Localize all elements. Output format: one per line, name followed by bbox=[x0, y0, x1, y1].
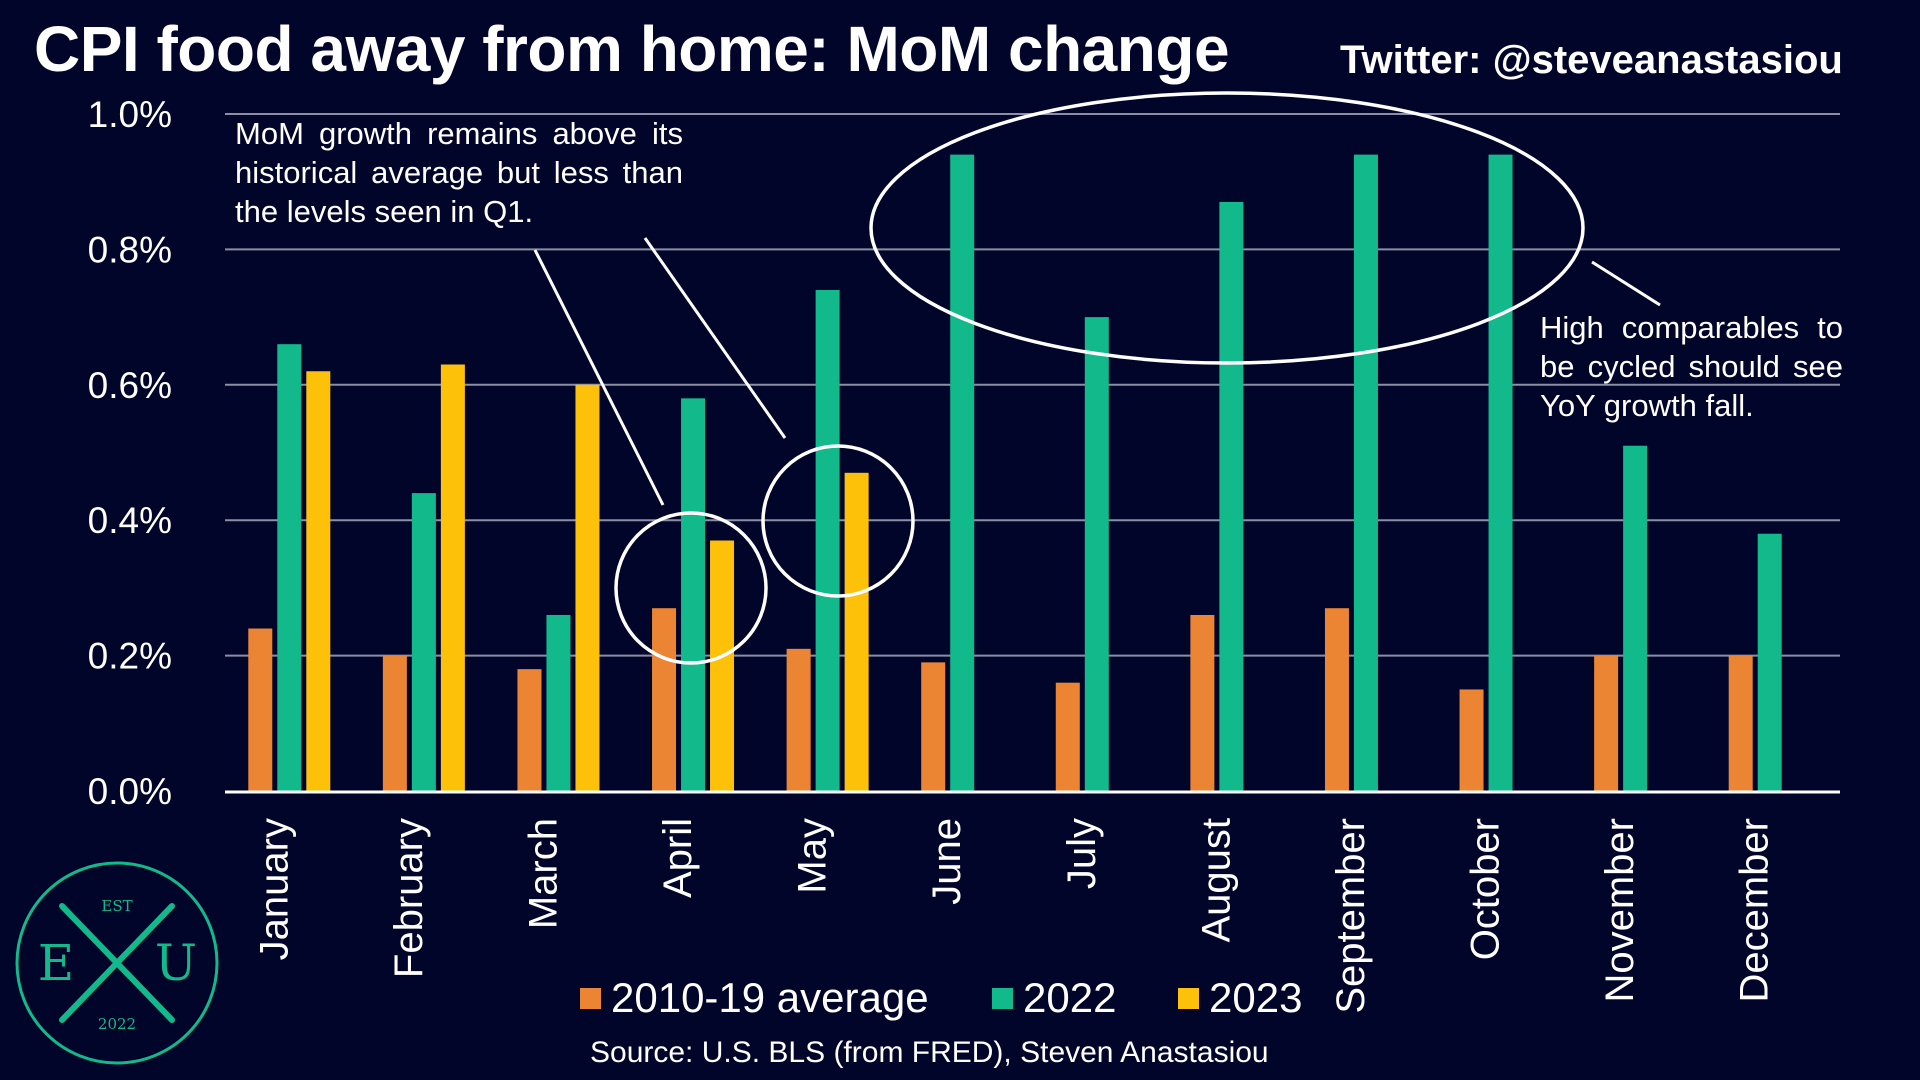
bar-avg-december bbox=[1728, 655, 1753, 791]
page-title: CPI food away from home: MoM change bbox=[34, 13, 1230, 85]
bar-2022-march bbox=[546, 614, 571, 791]
bar-2022-november bbox=[1623, 445, 1648, 791]
bar-avg-march bbox=[517, 669, 542, 791]
legend-label-2023: 2023 bbox=[1209, 974, 1303, 1021]
bar-2022-july bbox=[1084, 317, 1109, 791]
x-tick-label: October bbox=[1464, 818, 1508, 960]
pointer-line-april bbox=[533, 249, 665, 506]
bar-2023-february bbox=[440, 364, 465, 791]
bar-avg-april bbox=[652, 608, 677, 791]
y-tick-label: 0.0% bbox=[88, 771, 172, 812]
legend-swatch-2023 bbox=[1178, 988, 1199, 1009]
logo-right-letter: U bbox=[155, 934, 197, 992]
logo-emblem: EST E U 2022 bbox=[15, 861, 219, 1065]
legend-label-avg: 2010-19 average bbox=[611, 974, 929, 1021]
legend-swatch-2022 bbox=[992, 988, 1013, 1009]
bar-avg-january bbox=[248, 628, 273, 791]
x-tick-label: August bbox=[1194, 818, 1238, 943]
y-tick-label: 1.0% bbox=[88, 94, 172, 135]
bar-2023-march bbox=[575, 384, 600, 791]
logo-ring bbox=[15, 861, 219, 1065]
annotation-circle-may bbox=[761, 444, 915, 598]
logo-top-text: EST bbox=[101, 897, 132, 915]
annotation-left-note: MoM growth remains above its historical … bbox=[235, 116, 683, 229]
bar-2023-january bbox=[306, 371, 331, 791]
x-tick-label: February bbox=[387, 818, 431, 978]
x-tick-label: January bbox=[252, 818, 296, 960]
bar-avg-february bbox=[382, 655, 407, 791]
y-tick-label: 0.4% bbox=[88, 500, 172, 541]
legend-swatch-avg bbox=[580, 988, 601, 1009]
legend-label-2022: 2022 bbox=[1023, 974, 1117, 1021]
bar-avg-august bbox=[1190, 614, 1215, 791]
x-tick-label: May bbox=[791, 818, 835, 894]
bar-2022-january bbox=[277, 344, 302, 791]
logo-left-letter: E bbox=[38, 934, 75, 992]
x-tick-label: March bbox=[521, 818, 565, 929]
annotation-circle-april bbox=[614, 511, 768, 665]
logo-cross-line-2 bbox=[59, 903, 175, 1023]
y-tick-label: 0.2% bbox=[88, 636, 172, 677]
y-tick-label: 0.6% bbox=[88, 365, 172, 406]
bar-avg-september bbox=[1324, 608, 1349, 791]
bar-avg-november bbox=[1594, 655, 1619, 791]
bar-2022-may bbox=[815, 290, 840, 791]
bar-avg-june bbox=[921, 662, 946, 791]
pointer-line-may bbox=[643, 237, 787, 439]
source-note: Source: U.S. BLS (from FRED), Steven Ana… bbox=[590, 1036, 1269, 1069]
x-tick-label: June bbox=[925, 818, 969, 905]
bar-2022-april bbox=[681, 398, 706, 791]
logo-bottom-text: 2022 bbox=[98, 1015, 136, 1033]
bar-2022-june bbox=[950, 154, 975, 791]
bar-2022-august bbox=[1219, 202, 1244, 791]
x-tick-label: July bbox=[1060, 818, 1104, 889]
bar-2022-october bbox=[1488, 154, 1513, 791]
x-tick-label: April bbox=[656, 818, 700, 898]
annotation-big-ellipse bbox=[869, 91, 1585, 365]
bar-2023-april bbox=[710, 540, 735, 791]
y-tick-label: 0.8% bbox=[88, 229, 172, 270]
bar-2022-september bbox=[1353, 154, 1378, 791]
bar-2022-february bbox=[411, 493, 436, 791]
bar-2022-december bbox=[1757, 533, 1782, 791]
x-tick-label: September bbox=[1329, 818, 1373, 1014]
exu-logo: EST E U 2022 bbox=[12, 858, 222, 1068]
bar-avg-october bbox=[1459, 689, 1484, 791]
bar-avg-may bbox=[786, 648, 811, 791]
x-tick-label: November bbox=[1598, 818, 1642, 1003]
x-tick-label: December bbox=[1733, 818, 1777, 1003]
bar-avg-july bbox=[1055, 682, 1080, 791]
twitter-handle: Twitter: @steveanastasiou bbox=[1340, 38, 1843, 82]
bar-2023-may bbox=[844, 472, 869, 791]
annotation-right-note: High comparables to be cycled should see… bbox=[1540, 310, 1843, 423]
pointer-line-right bbox=[1591, 260, 1661, 307]
